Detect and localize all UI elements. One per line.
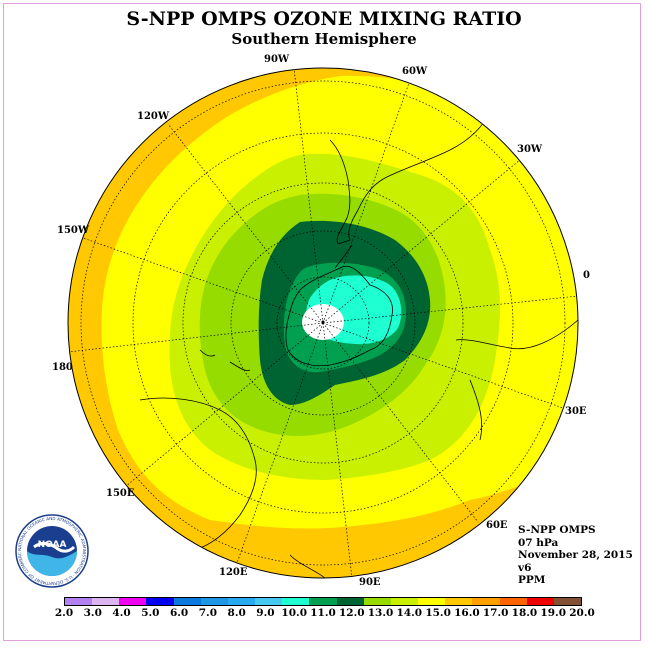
meridian-150w xyxy=(82,237,324,324)
map-subtitle: Southern Hemisphere xyxy=(231,30,417,48)
colorbar-tick-label: 4.0 xyxy=(112,607,131,619)
colorbar-swatch xyxy=(472,598,500,605)
label-90w: 90W xyxy=(264,54,290,65)
ozone-field xyxy=(68,68,578,578)
info-units: PPM xyxy=(518,574,546,586)
latitude-circle-50 xyxy=(132,132,514,514)
colorbar-swatch xyxy=(526,598,554,605)
colorbar-tick-label: 15.0 xyxy=(425,607,451,619)
colorbar-swatch xyxy=(227,598,256,605)
colorbar-swatch xyxy=(390,598,419,605)
label-0: 0 xyxy=(583,270,590,281)
colorbar-tick-label: 13.0 xyxy=(367,607,394,619)
map-border xyxy=(67,67,579,579)
label-60w: 60W xyxy=(402,66,428,77)
colorbar-tick-label: 3.0 xyxy=(83,607,102,619)
label-30w: 30W xyxy=(517,144,543,155)
south-america-coast xyxy=(329,109,491,245)
colorbar-swatch xyxy=(255,598,283,605)
colorbar-swatch xyxy=(65,598,93,605)
colorbar-tick-label: 9.0 xyxy=(256,607,275,619)
label-150w: 150W xyxy=(57,225,90,236)
colorbar-swatch xyxy=(309,598,337,605)
meridian-180 xyxy=(68,322,324,353)
pole-marker xyxy=(321,320,325,324)
meridian-60w xyxy=(322,82,410,324)
colorbar-swatch xyxy=(146,598,174,605)
colorbar-tick-label: 11.0 xyxy=(310,607,336,619)
latitude-circle-70 xyxy=(230,230,416,416)
meridian-120w xyxy=(167,123,324,324)
colorbar-tick-label: 16.0 xyxy=(454,607,480,619)
noaa-logo: NATIONAL OCEANIC AND ATMOSPHERIC ADMINIS… xyxy=(14,513,89,588)
colorbar-tick-label: 18.0 xyxy=(511,607,538,619)
new-zealand-coast xyxy=(199,349,251,371)
label-90e: 90E xyxy=(359,577,381,588)
graticule xyxy=(68,68,578,578)
label-60e: 60E xyxy=(486,520,508,531)
colorbar-tick-label: 2.0 xyxy=(54,607,74,619)
label-120e: 120E xyxy=(219,567,248,578)
colorbar-tick-label: 6.0 xyxy=(169,607,189,619)
label-180: 180 xyxy=(52,362,73,373)
meridian-30e xyxy=(322,322,564,409)
colorbar-swatch xyxy=(282,598,310,605)
meridian-30w xyxy=(322,158,522,324)
colorbar-swatch xyxy=(363,598,391,605)
colorbar-swatch xyxy=(119,598,147,605)
colorbar-swatch xyxy=(499,598,527,605)
meridian-150e xyxy=(124,322,324,488)
colorbar-swatch xyxy=(418,598,446,605)
meridian-90w xyxy=(293,68,324,324)
info-instrument: S-NPP OMPS xyxy=(518,524,596,536)
colorbar-tick-label: 20.0 xyxy=(569,607,595,619)
antarctica-coast xyxy=(285,244,393,367)
latitude-circle-60 xyxy=(182,182,464,464)
label-30e: 30E xyxy=(565,406,587,417)
info-version: v6 xyxy=(518,561,532,574)
africa-coast xyxy=(455,319,578,441)
map-title: S-NPP OMPS OZONE MIXING RATIO xyxy=(126,8,522,30)
colorbar-tick-label: 19.0 xyxy=(540,607,566,619)
colorbar-swatch xyxy=(200,598,228,605)
info-level: 07 hPa xyxy=(518,536,559,549)
colorbar-swatch xyxy=(336,598,364,605)
latitude-circle-80 xyxy=(276,276,370,370)
svg-text:NOAA: NOAA xyxy=(38,540,67,550)
colorbar-tick-label: 7.0 xyxy=(198,607,218,619)
colorbar xyxy=(64,597,582,606)
coastlines xyxy=(139,109,578,578)
colorbar-tick-label: 14.0 xyxy=(396,607,423,619)
colorbar-tick-label: 10.0 xyxy=(281,607,307,619)
colorbar-ticks: 2.0 3.0 4.0 5.0 6.0 7.0 8.0 9.0 10.0 11.0 12.0 13.0… xyxy=(50,607,596,621)
meridian-60e xyxy=(322,322,479,523)
meridian-0 xyxy=(322,295,578,324)
colorbar-swatch xyxy=(92,598,120,605)
latitude-circle-40 xyxy=(80,80,566,566)
label-120w: 120W xyxy=(137,111,170,122)
colorbar-swatch xyxy=(173,598,201,605)
australia-coast xyxy=(139,397,326,578)
label-150e: 150E xyxy=(106,488,135,499)
colorbar-tick-label: 5.0 xyxy=(141,607,160,619)
info-date: November 28, 2015 xyxy=(518,549,633,561)
colorbar-tick-label: 12.0 xyxy=(338,607,365,619)
product-info: S-NPP OMPS 07 hPa November 28, 2015 v6 P… xyxy=(518,524,633,587)
colorbar-tick-label: 17.0 xyxy=(482,607,509,619)
colorbar-swatch xyxy=(445,598,473,605)
colorbar-tick-label: 8.0 xyxy=(227,607,246,619)
meridian-120e xyxy=(236,322,324,564)
colorbar-swatch xyxy=(553,598,581,605)
